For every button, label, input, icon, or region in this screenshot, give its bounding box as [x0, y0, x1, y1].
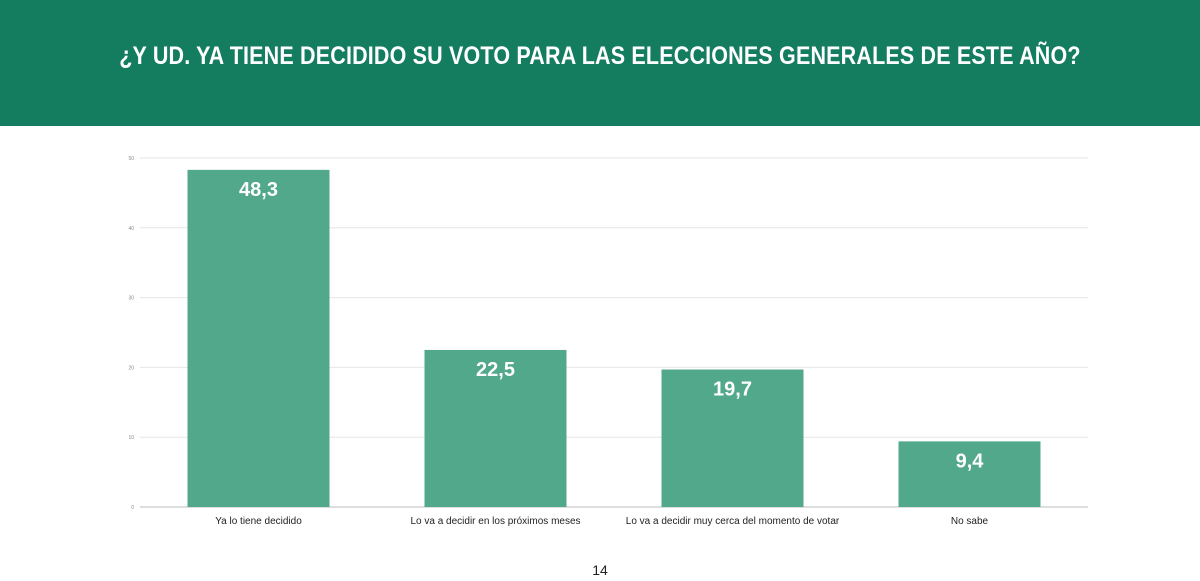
bar — [424, 349, 567, 507]
header-banner: ¿Y UD. YA TIENE DECIDIDO SU VOTO PARA LA… — [0, 0, 1200, 126]
page-title: ¿Y UD. YA TIENE DECIDIDO SU VOTO PARA LA… — [119, 41, 1081, 70]
y-tick-label: 0 — [131, 505, 134, 511]
y-tick-label: 40 — [128, 226, 134, 232]
y-tick-label: 50 — [128, 156, 134, 162]
bar — [898, 441, 1041, 507]
bar-value-label: 48,3 — [239, 179, 278, 201]
y-tick-label: 20 — [128, 365, 134, 371]
bar-value-label: 9,4 — [956, 450, 985, 472]
x-category-label: Lo va a decidir muy cerca del momento de… — [626, 516, 840, 527]
x-category-label: Ya lo tiene decidido — [215, 516, 302, 527]
bar — [661, 369, 804, 507]
x-category-label: Lo va a decidir en los próximos meses — [410, 516, 580, 527]
page-number: 14 — [592, 562, 608, 578]
bar-value-label: 22,5 — [476, 359, 515, 381]
y-tick-label: 10 — [128, 435, 134, 441]
x-category-label: No sabe — [951, 516, 989, 527]
bar-value-label: 19,7 — [713, 378, 752, 400]
y-tick-label: 30 — [128, 296, 134, 302]
bar — [187, 169, 330, 507]
